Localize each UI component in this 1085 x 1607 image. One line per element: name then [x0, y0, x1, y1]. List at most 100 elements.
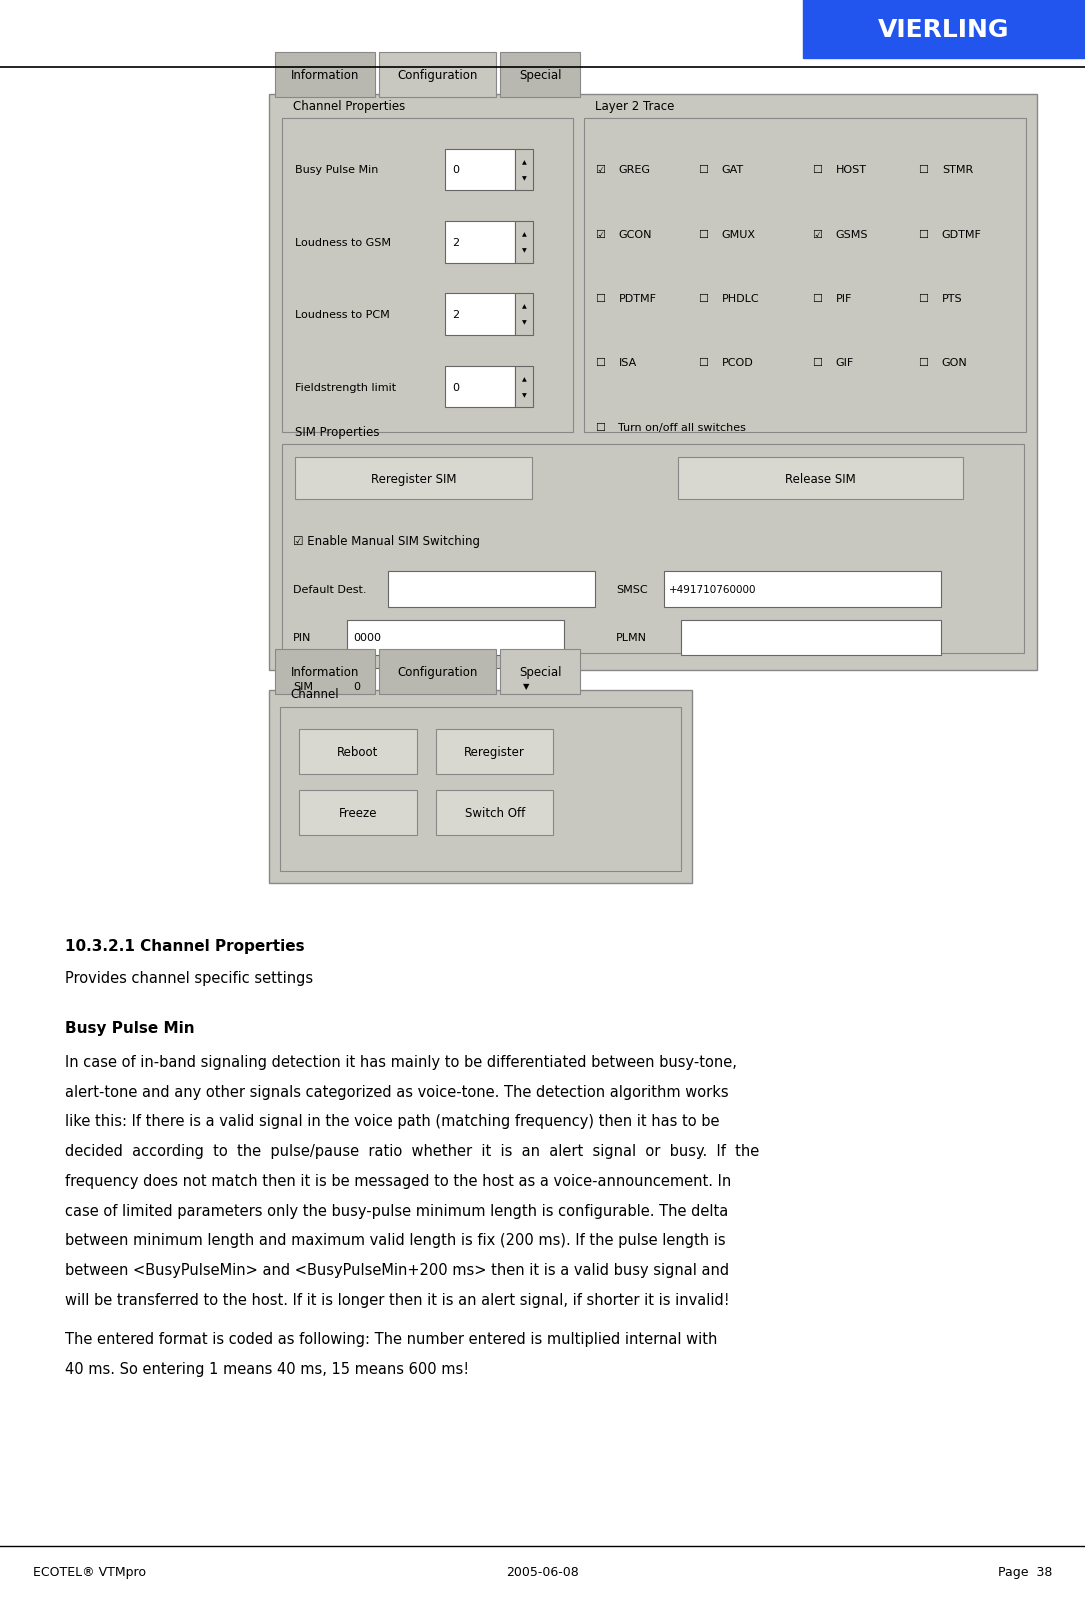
Text: Loudness to GSM: Loudness to GSM: [295, 238, 391, 247]
FancyBboxPatch shape: [584, 119, 1026, 432]
Text: In case of in-band signaling detection it has mainly to be differentiated betwee: In case of in-band signaling detection i…: [65, 1054, 737, 1069]
Text: Release SIM: Release SIM: [786, 472, 856, 485]
FancyBboxPatch shape: [803, 0, 1085, 59]
Text: PIF: PIF: [835, 294, 852, 304]
Text: GMUX: GMUX: [722, 230, 755, 239]
FancyBboxPatch shape: [500, 649, 580, 694]
FancyBboxPatch shape: [678, 458, 963, 500]
Text: SIM: SIM: [293, 681, 312, 691]
FancyBboxPatch shape: [445, 222, 515, 264]
Text: between <BusyPulseMin> and <BusyPulseMin+200 ms> then it is a valid busy signal : between <BusyPulseMin> and <BusyPulseMin…: [65, 1263, 729, 1278]
Text: ☐: ☐: [918, 358, 928, 368]
Text: ☐: ☐: [918, 294, 928, 304]
Text: ☑: ☑: [812, 230, 821, 239]
Text: GDTMF: GDTMF: [942, 230, 982, 239]
Text: 40 ms. So entering 1 means 40 ms, 15 means 600 ms!: 40 ms. So entering 1 means 40 ms, 15 mea…: [65, 1361, 469, 1376]
FancyBboxPatch shape: [280, 707, 681, 871]
FancyBboxPatch shape: [515, 366, 533, 408]
Text: GAT: GAT: [722, 166, 743, 175]
Text: like this: If there is a valid signal in the voice path (matching frequency) the: like this: If there is a valid signal in…: [65, 1114, 719, 1128]
Text: frequency does not match then it is be messaged to the host as a voice-announcem: frequency does not match then it is be m…: [65, 1173, 731, 1188]
Text: ▼: ▼: [522, 247, 526, 254]
Text: Layer 2 Trace: Layer 2 Trace: [595, 100, 674, 112]
Text: Channel Properties: Channel Properties: [293, 100, 405, 112]
Text: PHDLC: PHDLC: [722, 294, 760, 304]
FancyBboxPatch shape: [515, 149, 533, 191]
Text: +491710760000: +491710760000: [669, 585, 757, 595]
Text: ISA: ISA: [618, 358, 637, 368]
Text: SMSC: SMSC: [616, 585, 648, 595]
Text: STMR: STMR: [942, 166, 973, 175]
Text: ▲: ▲: [522, 159, 526, 166]
Text: Provides channel specific settings: Provides channel specific settings: [65, 971, 314, 985]
Text: ☐: ☐: [812, 166, 821, 175]
Text: ☐: ☐: [698, 230, 707, 239]
FancyBboxPatch shape: [664, 572, 941, 607]
FancyBboxPatch shape: [269, 95, 1037, 670]
Text: Configuration: Configuration: [397, 665, 477, 678]
FancyBboxPatch shape: [445, 366, 515, 408]
Text: GIF: GIF: [835, 358, 854, 368]
Text: Reregister SIM: Reregister SIM: [371, 472, 456, 485]
Text: Busy Pulse Min: Busy Pulse Min: [65, 1020, 194, 1035]
FancyBboxPatch shape: [436, 730, 553, 775]
Text: GON: GON: [942, 358, 968, 368]
Text: ☐: ☐: [918, 230, 928, 239]
Text: 0: 0: [452, 382, 459, 392]
Text: Reboot: Reboot: [337, 746, 379, 759]
FancyBboxPatch shape: [347, 669, 515, 704]
Text: ▼: ▼: [522, 392, 526, 399]
Text: ▲: ▲: [522, 376, 526, 382]
Text: Special: Special: [519, 665, 562, 678]
Text: ☑ Enable Manual SIM Switching: ☑ Enable Manual SIM Switching: [293, 535, 480, 548]
FancyBboxPatch shape: [347, 620, 564, 656]
Text: ☑: ☑: [595, 230, 604, 239]
Text: Busy Pulse Min: Busy Pulse Min: [295, 166, 379, 175]
Text: Channel: Channel: [291, 688, 340, 701]
Text: GSMS: GSMS: [835, 230, 868, 239]
Text: ☐: ☐: [595, 423, 604, 432]
Text: VIERLING: VIERLING: [878, 18, 1010, 42]
Text: Default Dest.: Default Dest.: [293, 585, 367, 595]
Text: GREG: GREG: [618, 166, 650, 175]
Text: HOST: HOST: [835, 166, 867, 175]
Text: 0: 0: [452, 166, 459, 175]
Text: decided  according  to  the  pulse/pause  ratio  whether  it  is  an  alert  sig: decided according to the pulse/pause rat…: [65, 1144, 759, 1159]
Text: ☐: ☐: [698, 294, 707, 304]
Text: 10.3.2.1 Channel Properties: 10.3.2.1 Channel Properties: [65, 938, 305, 953]
Text: ▲: ▲: [522, 231, 526, 238]
Text: ▼: ▼: [522, 320, 526, 326]
Text: will be transferred to the host. If it is longer then it is an alert signal, if : will be transferred to the host. If it i…: [65, 1292, 730, 1306]
Text: PIN: PIN: [293, 633, 311, 643]
FancyBboxPatch shape: [515, 222, 533, 264]
Text: SIM Properties: SIM Properties: [295, 426, 380, 439]
FancyBboxPatch shape: [445, 294, 515, 336]
FancyBboxPatch shape: [515, 294, 533, 336]
FancyBboxPatch shape: [436, 791, 553, 836]
Text: 2: 2: [452, 310, 460, 320]
Text: Freeze: Freeze: [339, 807, 378, 820]
Text: ☑: ☑: [595, 166, 604, 175]
Text: ☐: ☐: [812, 294, 821, 304]
FancyBboxPatch shape: [681, 620, 941, 656]
Text: Switch Off: Switch Off: [464, 807, 525, 820]
Text: alert-tone and any other signals categorized as voice-tone. The detection algori: alert-tone and any other signals categor…: [65, 1085, 729, 1099]
Text: Turn on/off all switches: Turn on/off all switches: [618, 423, 746, 432]
Text: ☐: ☐: [595, 358, 604, 368]
Text: Information: Information: [291, 69, 359, 82]
Text: ☐: ☐: [595, 294, 604, 304]
FancyBboxPatch shape: [299, 791, 417, 836]
Text: Configuration: Configuration: [397, 69, 477, 82]
FancyBboxPatch shape: [275, 649, 375, 694]
Text: Page  38: Page 38: [998, 1565, 1052, 1578]
Text: ☐: ☐: [698, 166, 707, 175]
Text: 0000: 0000: [354, 633, 382, 643]
Text: ☐: ☐: [812, 358, 821, 368]
Text: ▲: ▲: [522, 304, 526, 310]
Text: ☐: ☐: [918, 166, 928, 175]
Text: 2005-06-08: 2005-06-08: [506, 1565, 579, 1578]
Text: ▼: ▼: [523, 681, 529, 691]
Text: Information: Information: [291, 665, 359, 678]
Text: Loudness to PCM: Loudness to PCM: [295, 310, 390, 320]
Text: GCON: GCON: [618, 230, 652, 239]
